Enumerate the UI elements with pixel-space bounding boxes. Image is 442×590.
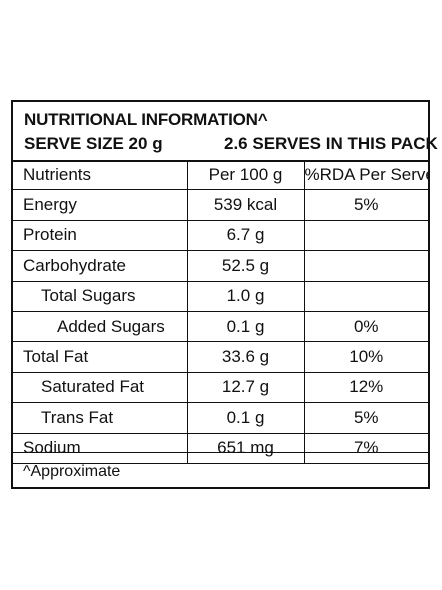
nutrient-rda [303, 250, 428, 282]
label-title: NUTRITIONAL INFORMATION^ [24, 110, 268, 129]
serve-size: SERVE SIZE 20 g [24, 134, 163, 153]
nutrient-rda: 10% [303, 341, 428, 373]
nutrient-rda [303, 219, 428, 252]
nutrient-name: Trans Fat [13, 402, 188, 434]
table-row: Energy 539 kcal 5% [13, 189, 428, 221]
nutrient-per-100g: 6.7 g [186, 219, 305, 252]
table-row: Added Sugars 0.1 g 0% [13, 310, 428, 343]
column-header-rda: %RDA Per Serve [303, 160, 428, 191]
nutrient-rda [303, 280, 428, 312]
table-row: Saturated Fat 12.7 g 12% [13, 371, 428, 404]
nutrition-label: NUTRITIONAL INFORMATION^ SERVE SIZE 20 g… [11, 100, 438, 489]
nutrient-name: Total Sugars [13, 280, 188, 312]
nutrient-name: Carbohydrate [13, 250, 188, 282]
footnote-divider [13, 452, 428, 453]
nutrient-per-100g: 0.1 g [186, 310, 305, 343]
column-header-per-100g: Per 100 g [186, 160, 305, 191]
footnote: ^Approximate [23, 463, 121, 480]
table-row: Sodium 651 mg 7% [13, 432, 428, 464]
nutrient-per-100g: 1.0 g [186, 280, 305, 312]
nutrient-rda: 5% [303, 189, 428, 221]
column-header-nutrients: Nutrients [13, 160, 188, 191]
nutrient-rda: 5% [303, 402, 428, 434]
nutrient-per-100g: 33.6 g [186, 341, 305, 373]
nutrient-name: Saturated Fat [13, 371, 188, 404]
table-row: Total Fat 33.6 g 10% [13, 341, 428, 373]
nutrient-rda: 0% [303, 310, 428, 343]
nutrient-name: Added Sugars [13, 310, 188, 343]
nutrition-table: Nutrients Per 100 g %RDA Per Serve Energ… [13, 160, 428, 464]
table-row: Total Sugars 1.0 g [13, 280, 428, 312]
nutrient-per-100g: 651 mg [186, 432, 305, 464]
nutrient-per-100g: 12.7 g [186, 371, 305, 404]
nutrient-rda: 12% [303, 371, 428, 404]
nutrient-name: Protein [13, 219, 188, 252]
table-row: Carbohydrate 52.5 g [13, 250, 428, 282]
nutrient-name: Sodium [13, 432, 188, 464]
table-row: Protein 6.7 g [13, 219, 428, 252]
nutrient-rda: 7% [303, 432, 428, 464]
serves-per-pack: 2.6 SERVES IN THIS PACK [224, 134, 438, 153]
nutrient-per-100g: 539 kcal [186, 189, 305, 221]
nutrient-per-100g: 52.5 g [186, 250, 305, 282]
label-header: NUTRITIONAL INFORMATION^ SERVE SIZE 20 g… [13, 102, 438, 162]
table-row: Trans Fat 0.1 g 5% [13, 402, 428, 434]
nutrient-name: Total Fat [13, 341, 188, 373]
table-header-row: Nutrients Per 100 g %RDA Per Serve [13, 160, 428, 191]
nutrient-name: Energy [13, 189, 188, 221]
nutrient-per-100g: 0.1 g [186, 402, 305, 434]
